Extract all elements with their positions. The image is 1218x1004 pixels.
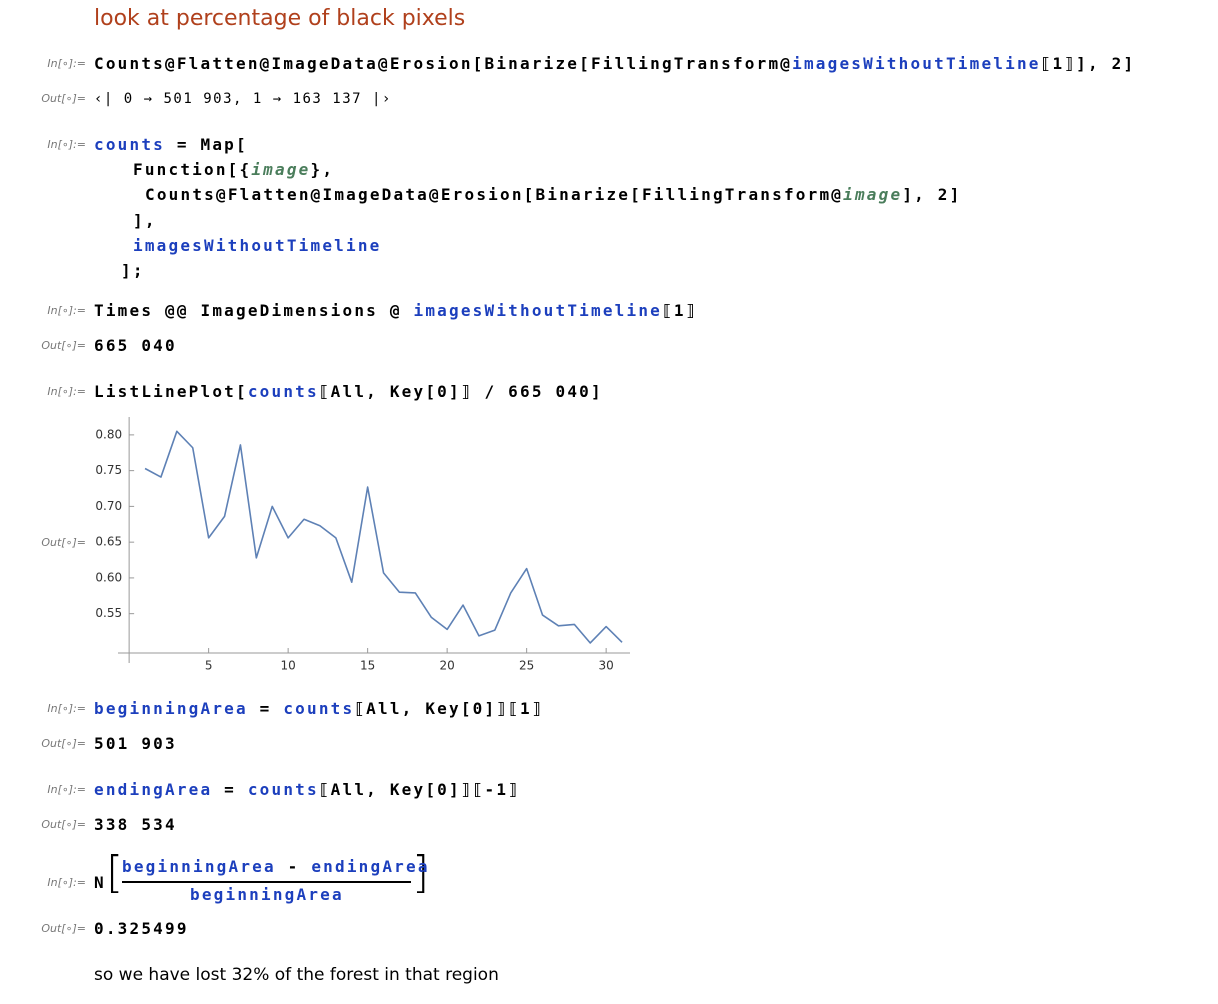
code-line: ‹| 0 → 501 903, 1 → 163 137 |› xyxy=(94,89,392,109)
code-token: ], xyxy=(133,211,157,230)
code-token: = Map[ xyxy=(165,135,248,154)
fraction-bar xyxy=(122,881,411,883)
code-line: Counts@Flatten@ImageData@Erosion[Binariz… xyxy=(94,54,1135,74)
code-line: 665 040 xyxy=(94,336,177,356)
cell-label: Out[∘]= xyxy=(41,818,86,831)
code-token: 338 534 xyxy=(94,815,177,834)
bracket: [ xyxy=(106,847,124,898)
code-token: image xyxy=(843,185,903,204)
code-token: imagesWithoutTimeline xyxy=(413,301,662,320)
code-line: endingArea = counts⟦All, Key[0]⟧⟦-1⟧ xyxy=(94,780,520,800)
cell-label: In[∘]:= xyxy=(47,304,86,317)
code-line: imagesWithoutTimeline xyxy=(133,236,382,256)
denominator: beginningArea xyxy=(190,885,344,905)
code-token: - xyxy=(275,857,312,876)
x-tick-label: 20 xyxy=(440,659,455,673)
code-token: 501 903 xyxy=(94,734,177,753)
cell-label: In[∘]:= xyxy=(47,57,86,70)
code-line: 338 534 xyxy=(94,815,177,835)
code-token: image xyxy=(251,160,311,179)
code-line: counts = Map[ xyxy=(94,135,248,155)
code-token: ListLinePlot[ xyxy=(94,382,248,401)
text-cell: so we have lost 32% of the forest in tha… xyxy=(94,965,499,985)
cell-label: Out[∘]= xyxy=(41,92,86,105)
code-token: 0.325499 xyxy=(94,919,189,938)
cell-label: In[∘]:= xyxy=(47,702,86,715)
data-line xyxy=(144,430,623,644)
cell-label: Out[∘]= xyxy=(41,536,86,549)
code-token: ⟦All, Key[0]⟧⟦1⟧ xyxy=(354,699,544,718)
y-tick-label: 0.80 xyxy=(95,427,122,441)
code-token: Function[{ xyxy=(133,160,252,179)
code-token: Counts@Flatten@ImageData@Erosion[Binariz… xyxy=(94,54,793,73)
code-token: ⟦All, Key[0]⟧⟦-1⟧ xyxy=(318,780,520,799)
code-token: = xyxy=(247,699,284,718)
y-tick-label: 0.75 xyxy=(95,463,122,477)
code-line: Counts@Flatten@ImageData@Erosion[Binariz… xyxy=(145,185,961,205)
code-line: ], xyxy=(133,211,157,231)
code-token: counts xyxy=(247,780,319,799)
y-tick-label: 0.65 xyxy=(95,535,122,549)
x-tick-label: 10 xyxy=(280,659,295,673)
code-token: ]; xyxy=(121,261,145,280)
x-tick-label: 5 xyxy=(205,659,213,673)
code-token: counts xyxy=(247,382,319,401)
code-token: ‹| 0 → 501 903, 1 → 163 137 |› xyxy=(94,91,392,107)
cell-label: In[∘]:= xyxy=(47,138,86,151)
y-tick-label: 0.55 xyxy=(95,606,122,620)
code-token: imagesWithoutTimeline xyxy=(133,236,382,255)
code-token: endingArea xyxy=(94,780,213,799)
code-line: ListLinePlot[counts⟦All, Key[0]⟧ / 665 0… xyxy=(94,382,603,402)
code-token: 665 040 xyxy=(94,336,177,355)
code-token: ⟦1⟧], 2] xyxy=(1040,54,1136,73)
code-token: }, xyxy=(310,160,335,179)
code-token: endingArea xyxy=(311,857,430,876)
code-token: Times @@ ImageDimensions @ xyxy=(94,301,414,320)
numerator: beginningArea - endingArea xyxy=(122,857,430,877)
cell-label: In[∘]:= xyxy=(47,783,86,796)
code-token: ⟦All, Key[0]⟧ / 665 040] xyxy=(318,382,603,401)
code-token: counts xyxy=(283,699,355,718)
code-token: ], 2] xyxy=(902,185,962,204)
code-token: = xyxy=(212,780,248,799)
cell-label: Out[∘]= xyxy=(41,737,86,750)
y-tick-label: 0.70 xyxy=(95,499,122,513)
cell-label: In[∘]:= xyxy=(47,876,86,889)
cell-label: In[∘]:= xyxy=(47,385,86,398)
code-line: ]; xyxy=(121,261,145,281)
code-line: Times @@ ImageDimensions @ imagesWithout… xyxy=(94,301,698,321)
code-line: 501 903 xyxy=(94,734,177,754)
code-token: ⟦1⟧ xyxy=(662,301,698,320)
cell-label: Out[∘]= xyxy=(41,922,86,935)
y-tick-label: 0.60 xyxy=(95,570,122,584)
bracket: ] xyxy=(412,847,430,898)
function-head: N xyxy=(94,873,106,892)
code-token: Counts@Flatten@ImageData@Erosion[Binariz… xyxy=(145,185,844,204)
code-token: beginningArea xyxy=(94,699,248,718)
code-token: imagesWithoutTimeline xyxy=(792,54,1041,73)
code-line: 0.325499 xyxy=(94,919,189,939)
cell-label: Out[∘]= xyxy=(41,339,86,352)
code-line: beginningArea = counts⟦All, Key[0]⟧⟦1⟧ xyxy=(94,699,544,719)
x-tick-label: 15 xyxy=(360,659,375,673)
section-heading: look at percentage of black pixels xyxy=(94,6,466,31)
code-token: counts xyxy=(94,135,165,154)
x-tick-label: 25 xyxy=(519,659,534,673)
code-token: beginningArea xyxy=(122,857,276,876)
code-token: beginningArea xyxy=(190,885,344,904)
code-line: Function[{image}, xyxy=(133,160,334,180)
x-tick-label: 30 xyxy=(599,659,614,673)
